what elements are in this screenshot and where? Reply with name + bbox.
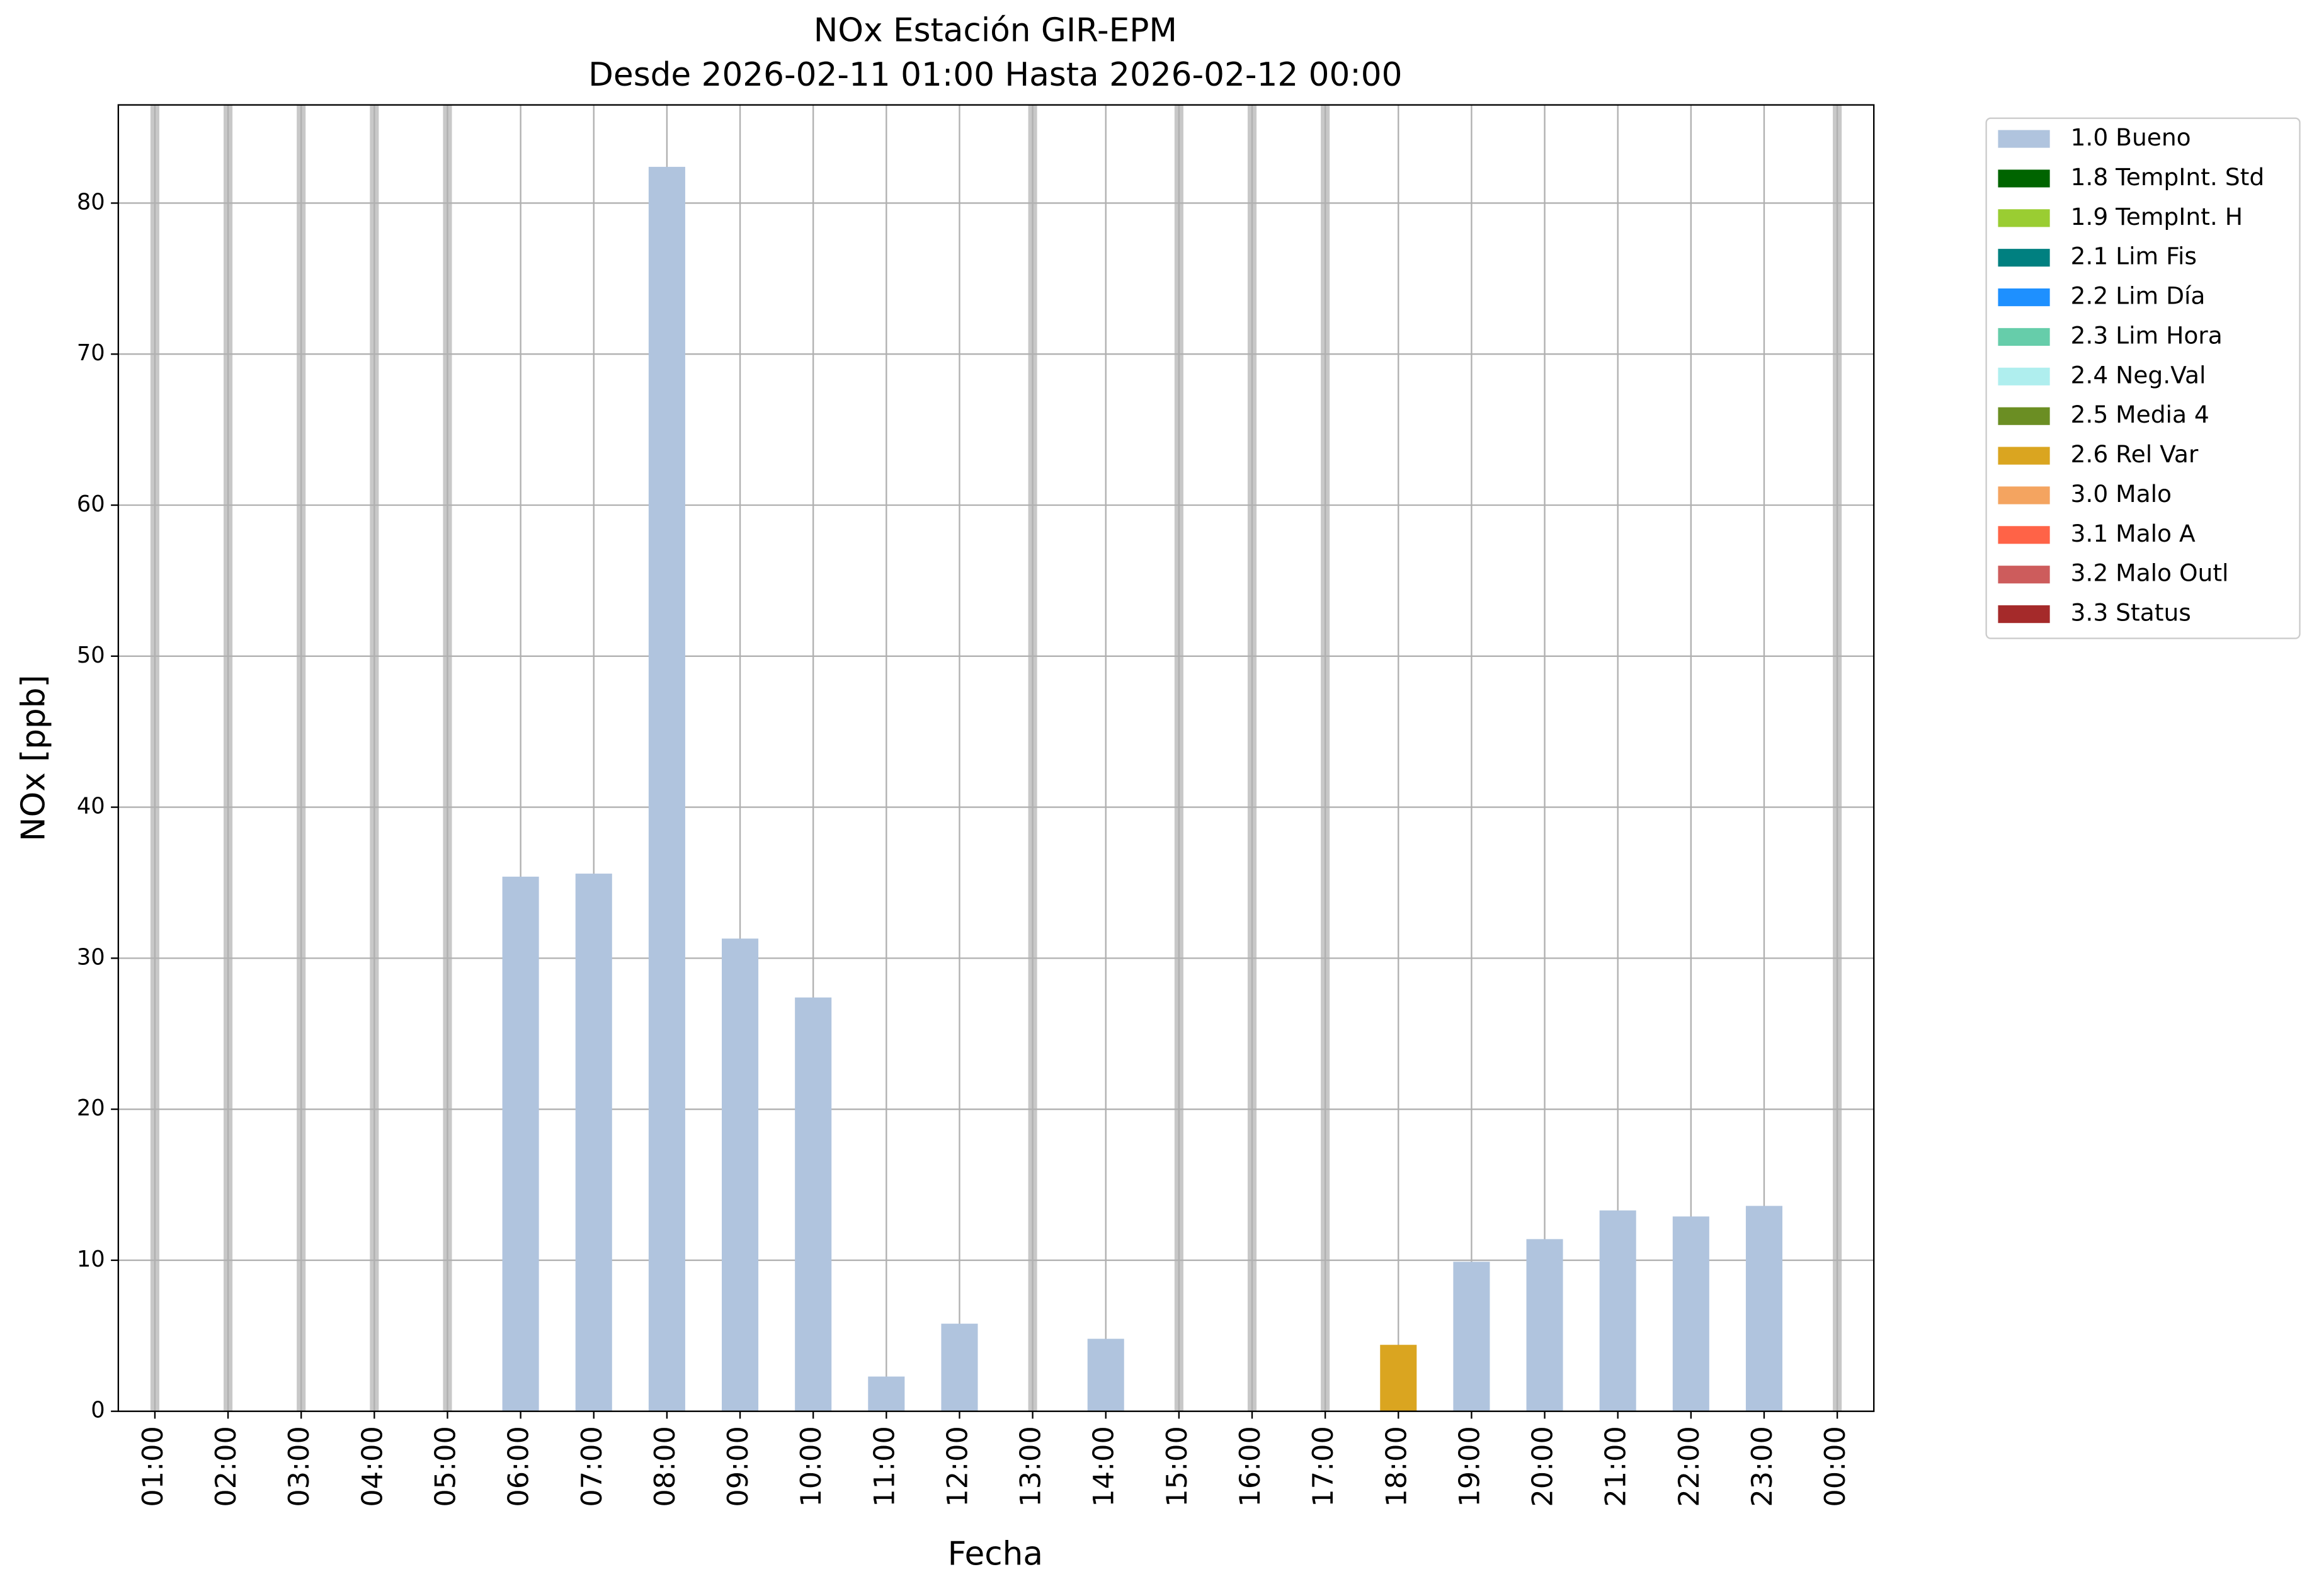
bar (1453, 1262, 1490, 1411)
x-tick-label: 03:00 (283, 1426, 316, 1507)
bar (1745, 1206, 1783, 1411)
x-tick-label: 18:00 (1380, 1426, 1413, 1507)
y-axis-label: NOx [ppb] (14, 675, 52, 841)
x-tick-label: 23:00 (1746, 1426, 1779, 1507)
x-tick-label: 02:00 (210, 1426, 242, 1507)
legend-label: 2.5 Media 4 (2071, 401, 2209, 428)
bar (502, 876, 539, 1411)
legend-swatch (1998, 526, 2050, 544)
y-tick-label: 10 (77, 1246, 105, 1272)
x-tick-label: 14:00 (1088, 1426, 1120, 1507)
x-tick-label: 11:00 (868, 1426, 901, 1507)
x-tick-label: 00:00 (1819, 1426, 1852, 1507)
legend-swatch (1998, 486, 2050, 504)
bar (648, 166, 685, 1411)
legend-swatch (1998, 407, 2050, 425)
bar (1599, 1210, 1636, 1411)
legend-label: 2.1 Lim Fis (2071, 242, 2197, 270)
y-tick-label: 60 (77, 491, 105, 517)
legend-label: 1.0 Bueno (2071, 123, 2191, 151)
chart-title: NOx Estación GIR-EPM (814, 12, 1177, 50)
bar (1526, 1239, 1563, 1411)
y-tick-label: 30 (77, 944, 105, 970)
y-tick-label: 50 (77, 642, 105, 668)
plot-frame (117, 104, 1875, 1412)
bar (1087, 1338, 1124, 1411)
x-tick-label: 21:00 (1600, 1426, 1632, 1507)
legend-label: 3.2 Malo Outl (2071, 559, 2229, 587)
x-tick-label: 09:00 (722, 1426, 755, 1507)
chart-subtitle: Desde 2026-02-11 01:00 Hasta 2026-02-12 … (588, 56, 1402, 94)
legend-label: 2.3 Lim Hora (2071, 321, 2223, 349)
x-axis-label: Fecha (948, 1536, 1043, 1573)
y-tick-label: 80 (77, 189, 105, 215)
x-tick-label: 12:00 (941, 1426, 974, 1507)
legend-swatch (1998, 130, 2050, 148)
x-tick-label: 22:00 (1673, 1426, 1706, 1507)
legend-label: 1.8 TempInt. Std (2071, 163, 2265, 191)
legend-swatch (1998, 566, 2050, 584)
bar (1672, 1216, 1709, 1411)
legend-swatch (1998, 169, 2050, 188)
x-tick-label: 16:00 (1234, 1426, 1267, 1507)
bar (722, 938, 759, 1411)
x-tick-label: 06:00 (503, 1426, 535, 1507)
x-tick-label: 08:00 (649, 1426, 681, 1507)
y-tick-label: 20 (77, 1095, 105, 1121)
legend-label: 3.1 Malo A (2071, 520, 2196, 547)
x-tick-label: 04:00 (356, 1426, 389, 1507)
bar (575, 874, 612, 1411)
legend-swatch (1998, 209, 2050, 227)
x-tick-label: 19:00 (1453, 1426, 1486, 1507)
y-tick-label: 70 (77, 340, 105, 366)
legend: 1.0 Bueno 1.8 TempInt. Std 1.9 TempInt. H 2… (1985, 117, 2301, 639)
legend-swatch (1998, 328, 2050, 346)
legend-swatch (1998, 288, 2050, 307)
y-tick-label: 40 (77, 794, 105, 819)
bar (868, 1376, 905, 1411)
legend-label: 3.3 Status (2071, 599, 2191, 627)
x-tick-label: 07:00 (576, 1426, 608, 1507)
legend-label: 2.4 Neg.Val (2071, 361, 2206, 389)
legend-label: 2.6 Rel Var (2071, 440, 2199, 468)
legend-swatch (1998, 447, 2050, 465)
x-tick-label: 10:00 (795, 1426, 828, 1507)
bar (795, 997, 832, 1411)
bar (941, 1323, 978, 1411)
legend-swatch (1998, 249, 2050, 267)
bar (1380, 1345, 1417, 1411)
legend-swatch (1998, 605, 2050, 624)
x-tick-label: 13:00 (1015, 1426, 1047, 1507)
legend-box (1985, 117, 2301, 639)
x-tick-label: 17:00 (1307, 1426, 1340, 1507)
x-tick-label: 20:00 (1527, 1426, 1559, 1507)
y-tick-label: 0 (91, 1398, 105, 1423)
legend-swatch (1998, 367, 2050, 385)
legend-label: 1.9 TempInt. H (2071, 203, 2243, 231)
x-tick-label: 01:00 (137, 1426, 169, 1507)
legend-label: 2.2 Lim Día (2071, 282, 2206, 310)
x-tick-label: 15:00 (1161, 1426, 1194, 1507)
legend-label: 3.0 Malo (2071, 480, 2172, 508)
x-tick-label: 05:00 (429, 1426, 462, 1507)
